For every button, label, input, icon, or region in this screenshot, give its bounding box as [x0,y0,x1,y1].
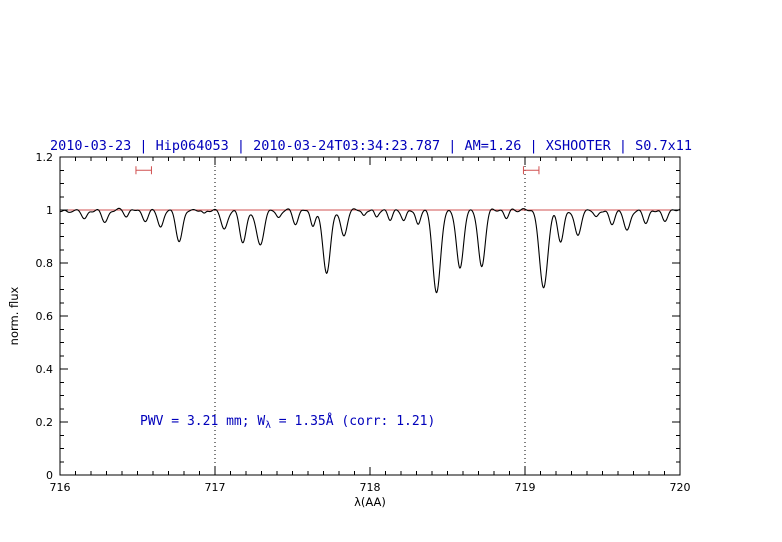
spectrum-line [59,207,681,294]
range-marker [135,166,152,175]
y-axis-label: norm. flux [7,286,21,345]
y-tick-label: 1 [46,204,53,217]
axis-ticks [59,156,681,476]
x-tick-label: 720 [670,481,691,494]
pwv-annotation-subscript: λ [265,420,271,431]
x-axis-label: λ(AA) [354,495,386,509]
x-tick-label: 719 [515,481,536,494]
x-tick-label: 717 [205,481,226,494]
x-tick-label: 718 [360,481,381,494]
pwv-annotation: PWV = 3.21 mm; Wλ = 1.35Å (corr: 1.21) [140,413,435,431]
x-tick-label: 716 [50,481,71,494]
plot-title: 2010-03-23 | Hip064053 | 2010-03-24T03:3… [50,138,692,154]
y-tick-label: 0.8 [36,257,54,270]
range-marker [522,166,540,175]
y-tick-label: 0 [46,469,53,482]
y-tick-label: 0.2 [36,416,54,429]
y-tick-label: 0.6 [36,310,54,323]
plot-graphics: 716 717 718 719 720 0 0.2 0.4 0.6 0.8 1 1.2 [36,151,691,494]
pwv-annotation-prefix: PWV = 3.21 mm; W [140,414,265,429]
y-tick-label: 1.2 [36,151,54,164]
y-tick-label: 0.4 [36,363,54,376]
pwv-annotation-suffix: = 1.35Å (corr: 1.21) [271,413,435,429]
